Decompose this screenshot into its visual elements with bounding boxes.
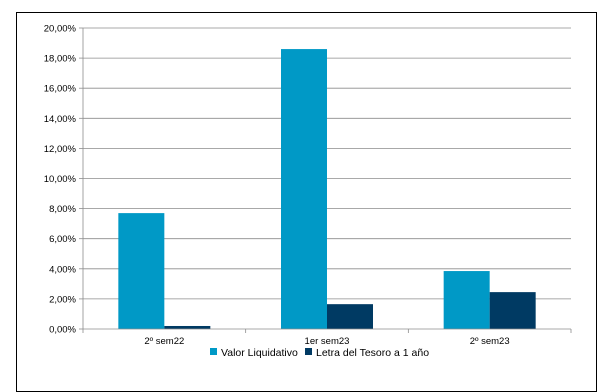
- x-axis-ticks: 2º sem22 1er sem23 2º sem23: [82, 329, 572, 347]
- bar-chart: 0,00% 2,00% 4,00% 6,00% 8,00% 10,00% 12,00% 14,…: [44, 24, 572, 359]
- y-tick-label: 20,00%: [44, 24, 77, 35]
- y-tick-label: 14,00%: [44, 114, 77, 125]
- x-tick-label: 2º sem22: [144, 336, 184, 347]
- y-axis-ticks: 0,00% 2,00% 4,00% 6,00% 8,00% 10,00% 12,00% 14,…: [44, 24, 83, 336]
- y-tick-label: 4,00%: [49, 264, 76, 275]
- legend-label: Valor Liquidativo: [221, 347, 298, 359]
- legend-swatch: [210, 348, 217, 355]
- bar-valor-liquidativo: [443, 271, 490, 329]
- y-tick-label: 12,00%: [44, 144, 77, 155]
- axes: [82, 28, 571, 330]
- x-tick-label: 2º sem23: [470, 336, 510, 347]
- legend-label: Letra del Tesoro a 1 año: [316, 347, 429, 359]
- bars: [118, 49, 536, 329]
- y-tick-label: 16,00%: [44, 84, 77, 95]
- bar-letra-tesoro: [164, 325, 211, 329]
- bar-letra-tesoro: [489, 292, 536, 329]
- legend: Valor Liquidativo Letra del Tesoro a 1 añ…: [210, 347, 429, 359]
- y-tick-label: 18,00%: [44, 54, 77, 65]
- y-tick-label: 2,00%: [49, 294, 76, 305]
- legend-swatch: [305, 348, 312, 355]
- y-tick-label: 0,00%: [49, 325, 76, 336]
- bar-letra-tesoro: [327, 304, 373, 329]
- y-tick-label: 10,00%: [44, 174, 77, 185]
- x-tick-label: 1er sem23: [305, 336, 350, 347]
- bar-valor-liquidativo: [118, 213, 165, 329]
- bar-valor-liquidativo: [281, 49, 327, 329]
- y-tick-label: 8,00%: [49, 204, 76, 215]
- y-tick-label: 6,00%: [49, 234, 76, 245]
